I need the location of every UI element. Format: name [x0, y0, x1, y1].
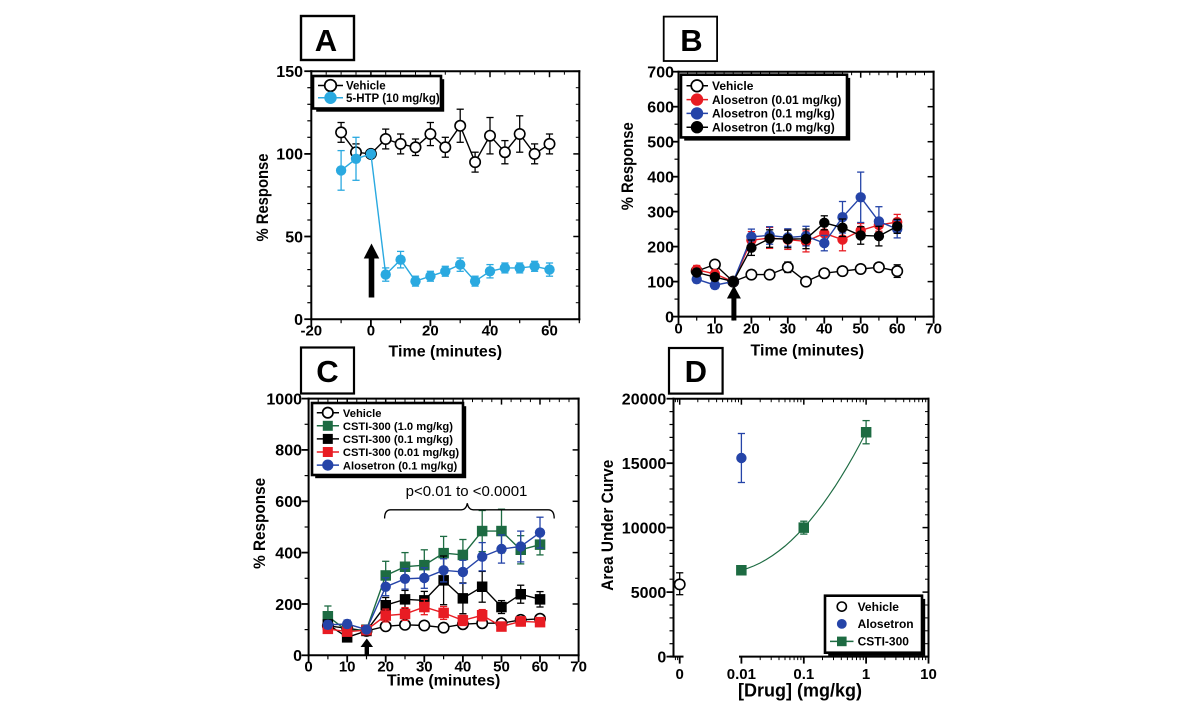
svg-text:p<0.01 to <0.0001: p<0.01 to <0.0001: [406, 483, 528, 500]
svg-text:Alosetron (0.01 mg/kg): Alosetron (0.01 mg/kg): [712, 93, 841, 107]
svg-text:400: 400: [647, 170, 674, 187]
svg-text:D: D: [685, 354, 707, 389]
svg-text:500: 500: [647, 135, 674, 152]
svg-text:100: 100: [276, 147, 303, 164]
svg-text:150: 150: [276, 64, 303, 81]
svg-text:0: 0: [676, 666, 684, 683]
svg-text:Alosetron (0.1 mg/kg): Alosetron (0.1 mg/kg): [712, 107, 835, 121]
svg-text:% Response: % Response: [254, 154, 272, 242]
svg-text:700: 700: [647, 65, 674, 82]
svg-text:0.1: 0.1: [793, 666, 814, 683]
svg-text:[Drug] (mg/kg): [Drug] (mg/kg): [738, 681, 862, 701]
svg-text:600: 600: [647, 100, 674, 117]
svg-text:10: 10: [920, 666, 937, 683]
svg-text:Time (minutes): Time (minutes): [389, 344, 503, 361]
svg-text:5-HTP (10 mg/kg): 5-HTP (10 mg/kg): [346, 93, 440, 105]
svg-text:Vehicle: Vehicle: [346, 81, 386, 93]
svg-text:Time (minutes): Time (minutes): [751, 343, 865, 360]
svg-text:Alosetron: Alosetron: [858, 617, 914, 631]
svg-text:300: 300: [647, 204, 674, 221]
svg-text:Alosetron (0.1 mg/kg): Alosetron (0.1 mg/kg): [343, 460, 458, 472]
svg-text:C: C: [316, 354, 338, 389]
svg-text:50: 50: [852, 321, 869, 338]
svg-text:100: 100: [647, 274, 674, 291]
svg-text:600: 600: [275, 494, 302, 511]
svg-text:Vehicle: Vehicle: [858, 600, 900, 614]
svg-text:15000: 15000: [622, 456, 667, 473]
svg-text:800: 800: [275, 443, 302, 460]
svg-text:B: B: [680, 23, 702, 58]
svg-text:0: 0: [293, 648, 302, 665]
svg-text:20: 20: [422, 323, 439, 340]
svg-text:5000: 5000: [631, 585, 667, 602]
svg-text:Area Under Curve: Area Under Curve: [599, 460, 617, 591]
svg-text:10: 10: [707, 321, 724, 338]
svg-text:0: 0: [674, 321, 682, 338]
svg-text:40: 40: [455, 659, 472, 676]
svg-text:20000: 20000: [622, 392, 667, 409]
svg-text:-20: -20: [300, 323, 322, 340]
svg-text:Time (minutes): Time (minutes): [387, 673, 501, 690]
svg-text:CSTI-300 (0.01 mg/kg): CSTI-300 (0.01 mg/kg): [343, 447, 460, 459]
svg-text:A: A: [315, 23, 337, 58]
svg-text:CSTI-300: CSTI-300: [858, 635, 910, 649]
svg-text:30: 30: [416, 659, 433, 676]
svg-text:50: 50: [493, 659, 510, 676]
svg-text:0.01: 0.01: [727, 666, 756, 683]
svg-text:10000: 10000: [622, 520, 667, 537]
svg-text:60: 60: [889, 321, 906, 338]
svg-text:Vehicle: Vehicle: [712, 79, 754, 93]
svg-text:0: 0: [665, 309, 674, 326]
svg-text:60: 60: [541, 323, 558, 340]
svg-text:20: 20: [377, 659, 394, 676]
svg-text:CSTI-300 (0.1 mg/kg): CSTI-300 (0.1 mg/kg): [343, 434, 453, 446]
svg-text:1: 1: [862, 666, 870, 683]
svg-text:0: 0: [304, 659, 312, 676]
svg-text:0: 0: [657, 649, 666, 666]
svg-text:30: 30: [779, 321, 796, 338]
svg-text:200: 200: [647, 239, 674, 256]
svg-text:% Response: % Response: [251, 478, 269, 569]
svg-text:1000: 1000: [266, 391, 302, 408]
svg-text:40: 40: [816, 321, 833, 338]
svg-text:CSTI-300 (1.0 mg/kg): CSTI-300 (1.0 mg/kg): [343, 421, 453, 433]
svg-text:70: 70: [925, 321, 942, 338]
svg-text:60: 60: [532, 659, 549, 676]
svg-text:40: 40: [482, 323, 499, 340]
svg-text:0: 0: [294, 312, 303, 329]
svg-text:200: 200: [275, 597, 302, 614]
svg-text:Vehicle: Vehicle: [343, 408, 382, 420]
svg-text:50: 50: [285, 229, 303, 246]
svg-text:20: 20: [743, 321, 760, 338]
svg-text:10: 10: [339, 659, 356, 676]
svg-text:70: 70: [570, 659, 587, 676]
svg-text:0: 0: [367, 323, 375, 340]
svg-text:400: 400: [275, 545, 302, 562]
svg-text:Alosetron (1.0 mg/kg): Alosetron (1.0 mg/kg): [712, 120, 835, 134]
svg-text:% Response: % Response: [619, 122, 637, 210]
